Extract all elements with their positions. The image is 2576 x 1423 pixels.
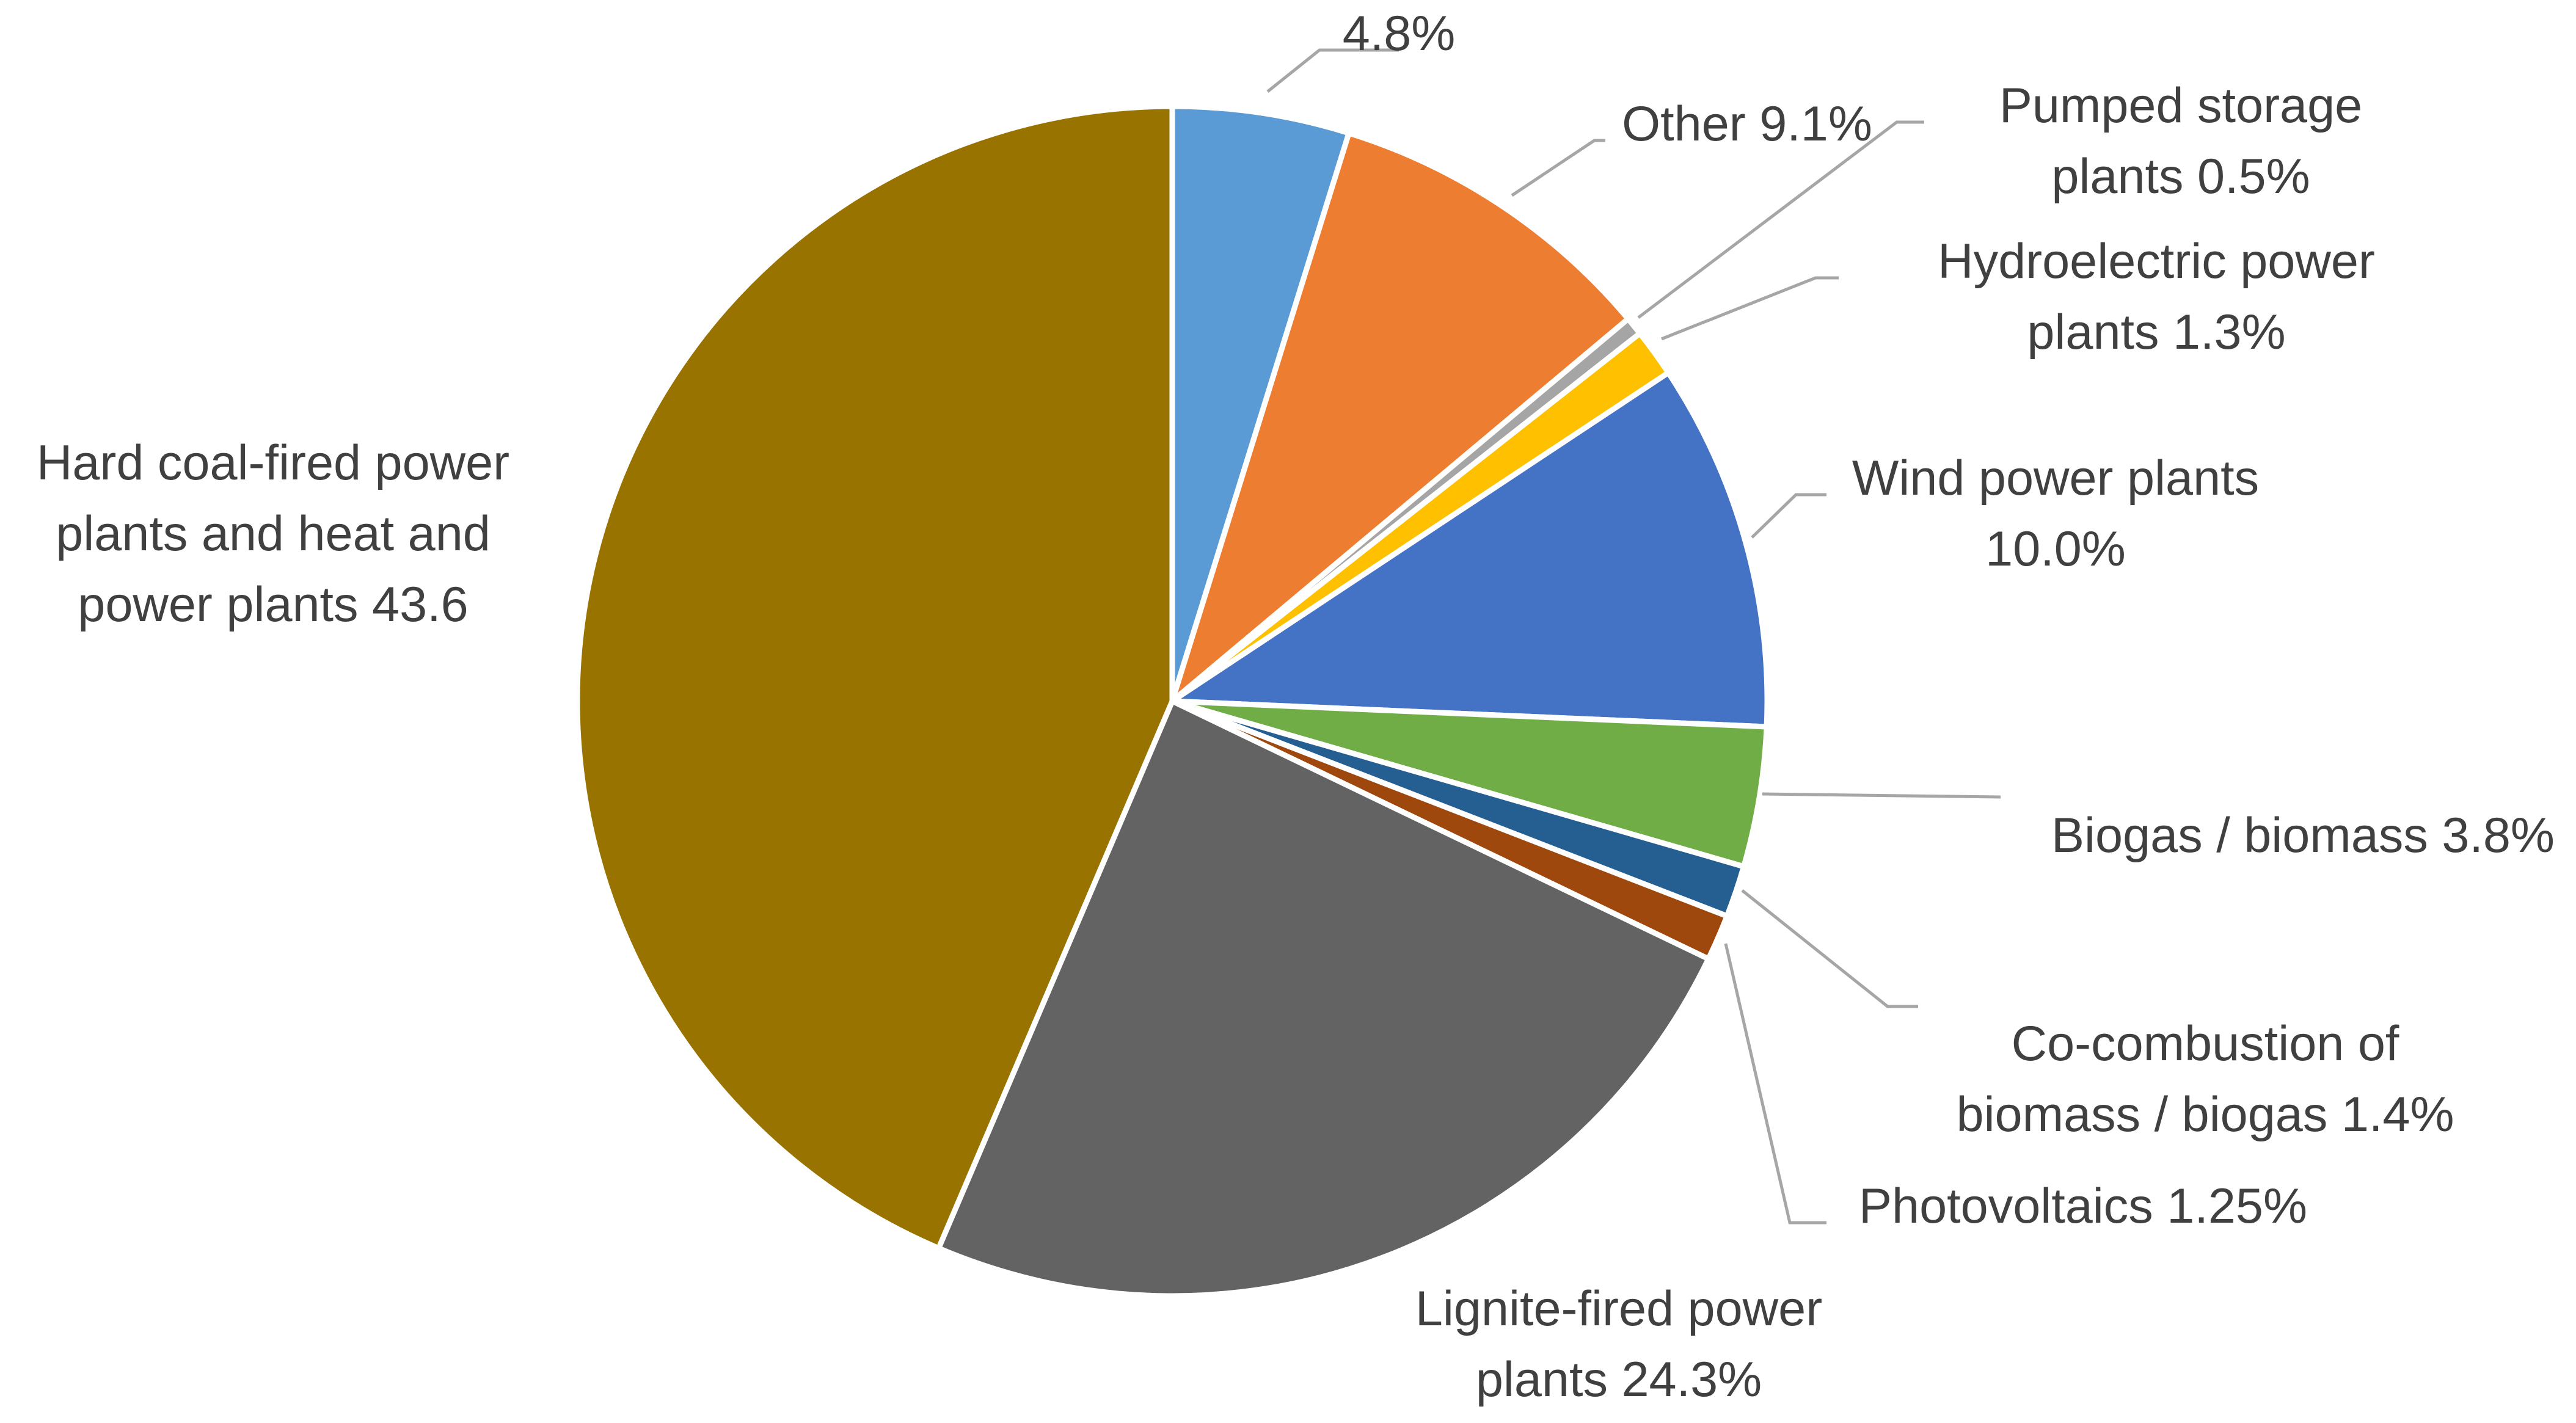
- leader-line-pumped-storage: [1637, 120, 1924, 319]
- leader-line-photovoltaics: [1724, 943, 1826, 1225]
- slice-label-line: plants 0.5%: [2051, 149, 2310, 204]
- slice-label-line: Hard coal-fired power: [37, 435, 509, 490]
- slice-label-line: 4.8%: [1343, 6, 1456, 61]
- slice-label-unlabeled: 4.8%: [1343, 6, 1456, 61]
- slice-label-wind: Wind power plants 10.0%: [1852, 451, 2259, 577]
- leader-line-co-combustion: [1741, 889, 1918, 1008]
- slice-label-biogas: Biogas / biomass 3.8%: [2051, 808, 2555, 863]
- pie-slice-lignite: [936, 698, 1712, 1299]
- slice-label-hydroelectric: Hydroelectric power plants 1.3%: [1938, 234, 2375, 360]
- slice-label-line: Pumped storage: [1999, 78, 2362, 133]
- slice-label-line: Hydroelectric power: [1938, 234, 2375, 289]
- slice-label-pumped-storage: Pumped storage plants 0.5%: [1999, 78, 2362, 204]
- slice-label-line: Lignite-fired power: [1415, 1281, 1822, 1336]
- leader-line-other: [1511, 139, 1605, 197]
- pie-slice-hard-coal: [574, 103, 1175, 1251]
- slice-label-line: Biogas / biomass 3.8%: [2051, 808, 2555, 863]
- leader-line-hydroelectric: [1661, 276, 1839, 341]
- leader-line-biogas: [1762, 792, 2001, 799]
- pie-slice-wind: [1169, 369, 1770, 730]
- slice-label-other: Other 9.1%: [1622, 96, 1872, 151]
- slice-label-co-combustion: Co-combustion of biomass / biogas 1.4%: [1957, 1016, 2454, 1142]
- slice-label-photovoltaics: Photovoltaics 1.25%: [1859, 1179, 2307, 1234]
- slice-label-line: biomass / biogas 1.4%: [1957, 1087, 2454, 1142]
- slice-label-line: Other 9.1%: [1622, 96, 1872, 151]
- pie-slice-other: [1169, 130, 1631, 704]
- slice-label-line: plants 24.3%: [1476, 1352, 1762, 1407]
- slice-labels: 4.8% Other 9.1% Pumped storage plants 0.5% H…: [37, 6, 2555, 1407]
- slice-label-line: power plants 43.6: [78, 577, 468, 632]
- slice-label-line: plants 1.3%: [2027, 305, 2285, 360]
- leader-lines: [1266, 48, 2001, 1225]
- slice-label-lignite: Lignite-fired power plants 24.3%: [1415, 1281, 1822, 1407]
- slice-label-line: plants and heat and: [56, 506, 491, 561]
- slice-label-line: Co-combustion of: [2012, 1016, 2399, 1071]
- slice-label-line: Wind power plants: [1852, 451, 2259, 506]
- slice-label-line: Photovoltaics 1.25%: [1859, 1179, 2307, 1234]
- pie-slices: [574, 103, 1770, 1299]
- leader-line-unlabeled: [1266, 48, 1399, 93]
- slice-label-hard-coal: Hard coal-fired power plants and heat and…: [37, 435, 509, 632]
- leader-line-wind: [1751, 493, 1826, 539]
- slice-label-line: 10.0%: [1985, 522, 2126, 577]
